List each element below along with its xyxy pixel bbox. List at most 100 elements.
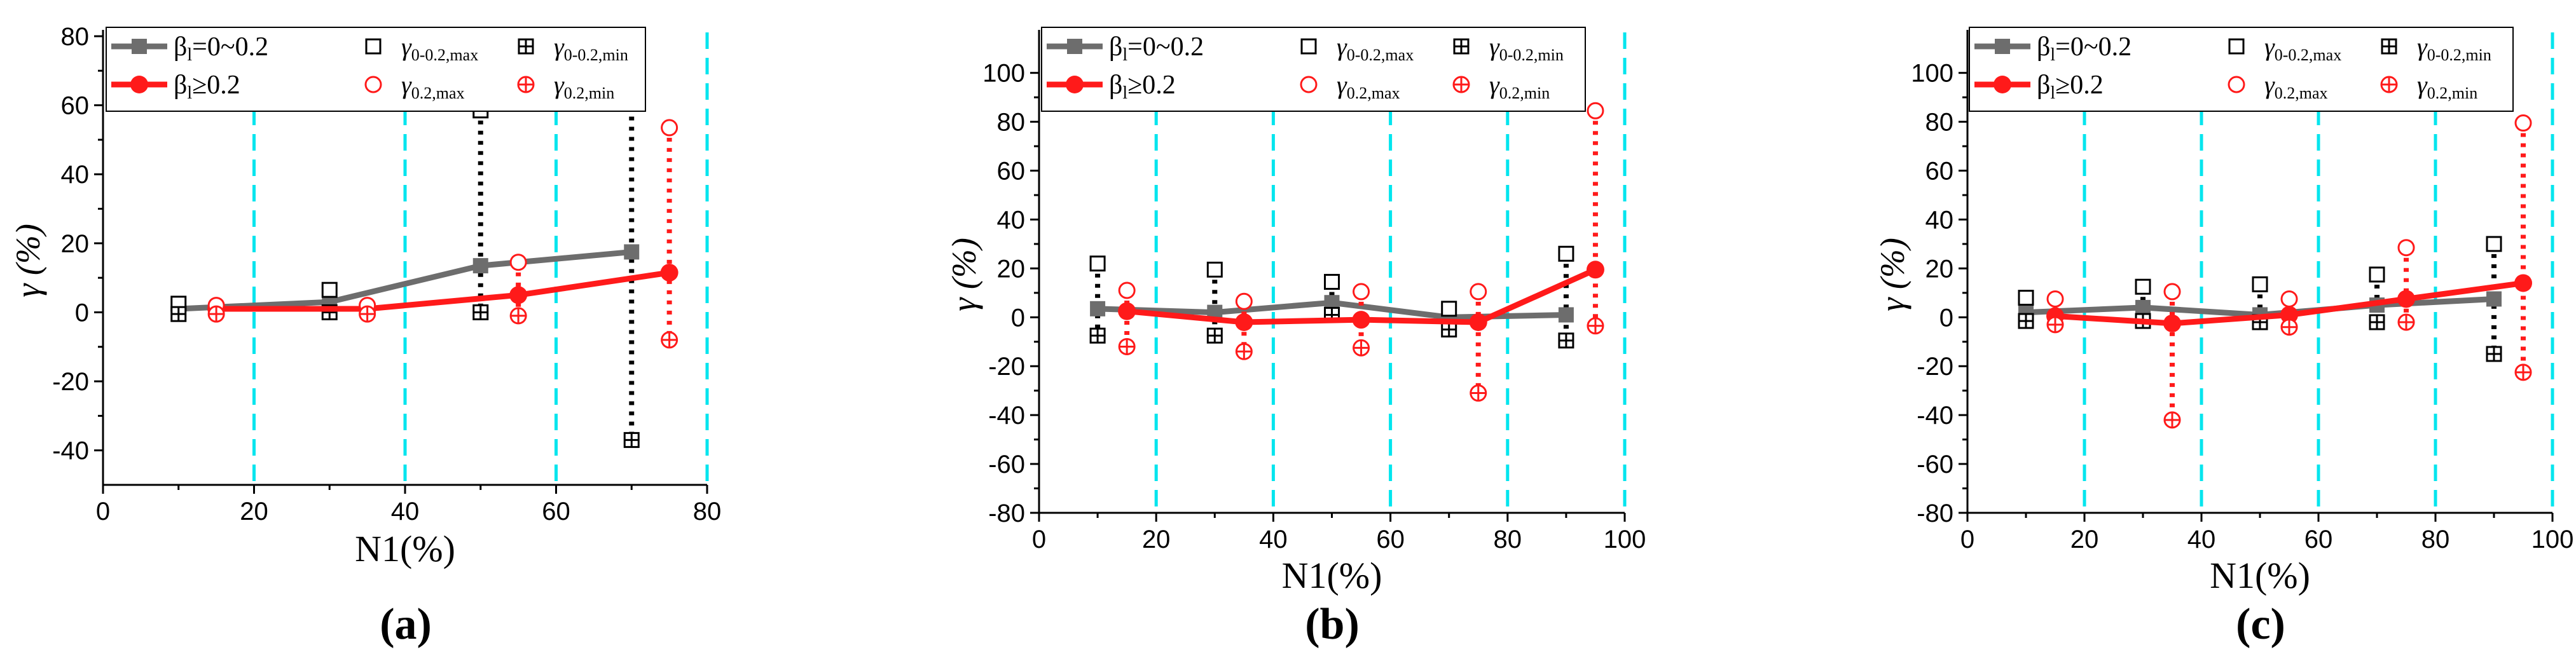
min-marker xyxy=(2280,318,2298,336)
max-marker xyxy=(2135,278,2151,295)
max-marker xyxy=(1441,301,1457,317)
y-tick-label: 100 xyxy=(982,60,1025,88)
x-tick-label: 20 xyxy=(240,498,268,526)
legend-max-high-sub: 0.2,max xyxy=(411,84,465,102)
data-point xyxy=(472,258,488,274)
legend-min-high-marker xyxy=(2380,76,2398,93)
y-axis-label: γ (%) xyxy=(1873,238,1911,311)
x-tick-label: 80 xyxy=(2421,526,2450,554)
legend-max-high-marker xyxy=(1300,76,1318,93)
legend-max-low-sub: 0-0.2,max xyxy=(1347,46,1414,64)
x-tick-label: 0 xyxy=(1960,526,1974,554)
legend-label-high-sub: l xyxy=(2050,83,2055,103)
min-marker xyxy=(1353,339,1370,357)
y-tick-label: -40 xyxy=(52,437,89,465)
y-tick-label: 40 xyxy=(1925,206,1954,234)
min-marker xyxy=(207,305,225,323)
max-marker xyxy=(1558,245,1574,262)
x-tick-label: 60 xyxy=(542,498,570,526)
series-line xyxy=(178,248,632,312)
legend-label-high: βl≥0.2 xyxy=(2037,71,2104,103)
legend: βl=0~0.2βl≥0.2γ0-0.2,maxγ0.2,maxγ0-0.2,m… xyxy=(106,27,646,112)
max-marker xyxy=(2369,266,2385,283)
legend-label-high-sub: l xyxy=(1122,83,1127,103)
legend-marker-high xyxy=(1066,76,1084,93)
y-tick-label: -80 xyxy=(1917,499,1953,527)
legend-label-low-rest: =0~0.2 xyxy=(2055,32,2132,62)
x-tick-label: 40 xyxy=(1259,526,1288,554)
data-point xyxy=(1090,301,1106,316)
max-marker xyxy=(661,119,678,137)
min-marker xyxy=(623,431,640,448)
max-marker xyxy=(2163,283,2181,301)
data-point xyxy=(2397,290,2415,308)
x-axis-label: N1(%) xyxy=(355,528,455,569)
legend: βl=0~0.2βl≥0.2γ0-0.2,maxγ0.2,maxγ0-0.2,m… xyxy=(1969,27,2514,112)
min-marker xyxy=(1206,327,1223,344)
y-tick-label: 20 xyxy=(997,255,1026,283)
x-tick-label: 0 xyxy=(1032,526,1046,554)
min-marker xyxy=(1089,327,1106,344)
series-line xyxy=(216,269,670,312)
legend-label-high-rest: ≥0.2 xyxy=(1127,71,1176,100)
max-marker xyxy=(2514,114,2532,132)
legend-label-low-sub: l xyxy=(2050,45,2055,65)
x-tick-label: 0 xyxy=(96,498,110,526)
legend-marker-low xyxy=(132,39,147,54)
panel-label: (a) xyxy=(380,600,432,649)
legend-max-high-marker xyxy=(2228,76,2245,93)
y-tick-label: 60 xyxy=(997,158,1026,186)
x-axis-label: N1(%) xyxy=(2210,555,2310,596)
min-marker xyxy=(359,305,376,323)
max-marker xyxy=(2486,236,2502,252)
min-marker xyxy=(170,306,187,322)
legend-max-high-sub: 0.2,max xyxy=(2275,84,2328,102)
max-marker xyxy=(1118,282,1136,299)
y-tick-label: 60 xyxy=(1925,158,1954,186)
max-marker xyxy=(2046,290,2064,308)
legend-max-low-sub: 0-0.2,max xyxy=(2275,46,2341,64)
legend-label-low-sub: l xyxy=(187,45,192,65)
legend-max-high-marker xyxy=(364,76,382,93)
legend-min-low-marker xyxy=(1453,38,1470,55)
max-marker xyxy=(1206,261,1223,278)
x-tick-label: 60 xyxy=(2304,526,2333,554)
data-point xyxy=(1558,307,1574,323)
x-tick-label: 80 xyxy=(693,498,722,526)
legend-min-high-sub: 0.2,min xyxy=(2427,84,2477,102)
x-tick-label: 80 xyxy=(1494,526,1522,554)
x-axis-label: N1(%) xyxy=(1282,555,1382,596)
y-axis-label: γ (%) xyxy=(9,224,47,297)
max-marker xyxy=(1587,102,1604,119)
min-marker xyxy=(2163,411,2181,429)
min-marker xyxy=(509,307,527,325)
y-tick-label: 0 xyxy=(75,299,89,327)
legend: βl=0~0.2βl≥0.2γ0-0.2,maxγ0.2,maxγ0-0.2,m… xyxy=(1041,27,1586,112)
y-tick-label: -20 xyxy=(1917,353,1953,381)
data-point xyxy=(660,264,678,282)
min-marker xyxy=(661,331,678,349)
legend-label-low-rest: =0~0.2 xyxy=(1127,32,1204,62)
y-tick-label: 40 xyxy=(61,161,90,189)
data-point xyxy=(2135,299,2151,315)
x-tick-label: 40 xyxy=(391,498,420,526)
legend-min-high-marker xyxy=(1452,76,1470,93)
max-marker xyxy=(1235,292,1253,310)
min-marker xyxy=(1235,343,1253,360)
min-marker xyxy=(1441,322,1457,338)
y-tick-label: 20 xyxy=(1925,255,1954,283)
y-tick-label: -80 xyxy=(988,499,1025,527)
panel-label: (b) xyxy=(1305,600,1360,649)
legend-min-low-marker xyxy=(2381,38,2397,55)
max-marker xyxy=(1353,283,1370,301)
legend-label-low-rest: =0~0.2 xyxy=(192,32,268,62)
min-marker xyxy=(1587,317,1604,335)
legend-label-high: βl≥0.2 xyxy=(1109,71,1176,103)
min-marker xyxy=(2369,314,2385,330)
data-point xyxy=(1469,313,1487,331)
legend-min-low-sub: 0-0.2,min xyxy=(1499,46,1564,64)
min-marker xyxy=(2046,316,2064,334)
max-marker xyxy=(321,282,338,298)
max-marker xyxy=(509,254,527,271)
